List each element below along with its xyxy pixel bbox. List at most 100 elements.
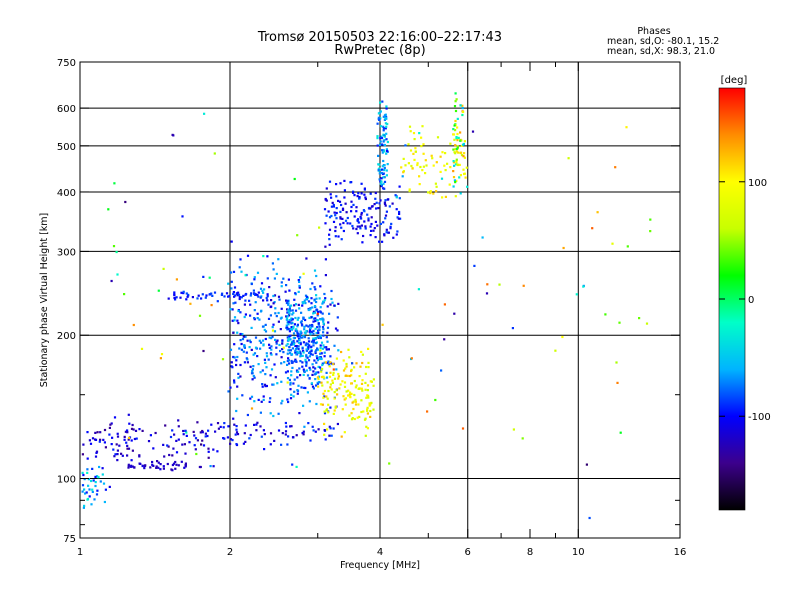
data-point: [272, 302, 275, 305]
data-point: [300, 320, 303, 323]
data-point: [334, 327, 338, 330]
data-point: [290, 370, 293, 373]
data-point: [348, 356, 351, 359]
data-point: [296, 345, 299, 348]
data-point: [274, 376, 277, 379]
data-point: [346, 222, 349, 225]
data-point: [360, 410, 363, 414]
data-point: [272, 323, 275, 326]
data-point: [320, 375, 324, 379]
data-point: [407, 162, 410, 165]
data-point: [243, 432, 246, 435]
data-point: [309, 287, 312, 291]
data-point: [302, 373, 305, 376]
data-point: [237, 309, 240, 313]
data-point: [381, 240, 384, 243]
data-point: [211, 294, 214, 297]
data-point: [330, 297, 333, 301]
data-point: [239, 311, 242, 314]
data-point: [385, 231, 388, 234]
data-point: [316, 376, 319, 379]
data-point: [307, 340, 311, 343]
data-point: [307, 422, 310, 425]
data-point: [383, 180, 387, 183]
data-point: [231, 439, 234, 442]
data-point: [253, 309, 256, 312]
data-point: [275, 272, 278, 275]
data-point: [332, 363, 335, 366]
data-point: [314, 351, 317, 355]
data-point: [277, 258, 280, 261]
data-point: [301, 304, 304, 307]
data-point: [363, 193, 366, 196]
data-point: [323, 355, 326, 358]
data-point: [321, 317, 324, 320]
data-point: [264, 361, 267, 364]
data-point: [94, 484, 97, 488]
data-point: [232, 292, 235, 295]
data-point: [310, 345, 313, 348]
data-point: [382, 182, 385, 185]
data-point: [243, 361, 246, 364]
data-point: [410, 164, 413, 168]
data-point: [290, 343, 293, 346]
data-point: [91, 437, 95, 440]
data-point: [554, 349, 557, 352]
data-point: [127, 463, 130, 466]
data-point: [358, 196, 361, 199]
data-point: [312, 387, 315, 390]
data-point: [249, 397, 252, 400]
data-point: [452, 161, 455, 164]
data-point: [439, 170, 442, 173]
data-point: [388, 205, 391, 208]
data-point: [173, 433, 176, 436]
data-point: [260, 282, 264, 285]
data-point: [339, 216, 342, 219]
data-point: [360, 182, 363, 185]
data-point: [250, 395, 254, 398]
data-point: [109, 423, 112, 426]
data-point: [324, 438, 327, 441]
data-point: [269, 314, 272, 317]
data-point: [195, 452, 198, 456]
data-point: [286, 311, 289, 314]
data-point: [325, 395, 328, 398]
data-point: [293, 177, 296, 181]
data-point: [384, 199, 387, 202]
data-point: [230, 271, 233, 274]
data-point: [294, 303, 298, 306]
data-point: [315, 300, 318, 304]
data-point: [149, 466, 152, 469]
data-point: [434, 398, 437, 402]
data-point: [411, 167, 414, 170]
data-point: [235, 425, 238, 428]
data-point: [250, 407, 254, 410]
data-point: [430, 154, 433, 157]
data-point: [256, 271, 260, 274]
data-point: [285, 301, 288, 305]
data-point: [315, 349, 318, 352]
data-point: [302, 317, 305, 320]
data-point: [315, 402, 318, 406]
data-point: [271, 326, 274, 329]
data-point: [277, 412, 280, 415]
data-point: [183, 443, 186, 446]
data-point: [327, 389, 330, 393]
data-point: [286, 381, 289, 384]
data-point: [236, 331, 239, 334]
data-point: [253, 423, 256, 426]
data-point: [244, 274, 247, 277]
data-point: [286, 377, 290, 380]
data-point: [157, 461, 160, 464]
data-point: [266, 299, 269, 302]
data-point: [269, 432, 273, 435]
data-point: [382, 133, 385, 136]
data-point: [318, 297, 321, 300]
data-point: [402, 157, 405, 160]
data-point: [291, 309, 294, 312]
data-point: [298, 350, 301, 353]
data-point: [266, 277, 269, 280]
data-point: [330, 214, 333, 218]
data-point: [465, 166, 468, 169]
data-point: [270, 353, 273, 356]
